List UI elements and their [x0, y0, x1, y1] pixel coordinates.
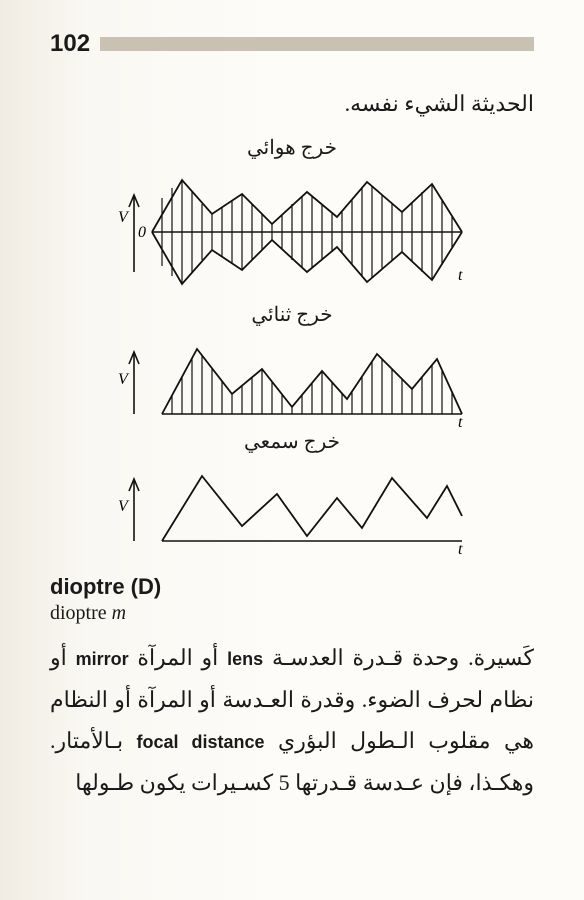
- entry-sub-gender: m: [112, 602, 126, 624]
- diagram-aerial: خرج هوائي V 0 t: [50, 135, 534, 302]
- d2-ylabel: V: [118, 371, 130, 388]
- diagram-audio-svg: V t: [112, 456, 472, 556]
- header-rule: [100, 37, 534, 51]
- entry-term: dioptre (D): [50, 574, 534, 600]
- diagram-aerial-caption: خرج هوائي: [50, 135, 534, 160]
- entry-body: كَسيرة. وحدة قـدرة العدسـة lens أو المرآ…: [50, 637, 534, 804]
- term-mirror: mirror: [76, 649, 129, 669]
- entry-heading: dioptre (D) dioptre m: [50, 574, 534, 625]
- body-seg-1: كَسيرة. وحدة قـدرة العدسـة: [263, 645, 534, 670]
- diagram-binary: خرج ثنائي V t: [50, 302, 534, 429]
- diagram-binary-caption: خرج ثنائي: [50, 302, 534, 327]
- d1-zero: 0: [138, 224, 146, 241]
- diagram-audio: خرج سمعي V t: [50, 429, 534, 556]
- term-lens: lens: [227, 649, 263, 669]
- d3-tlabel: t: [458, 541, 463, 556]
- body-seg-2: أو المرآة: [129, 645, 228, 670]
- d1-tlabel: t: [458, 267, 463, 284]
- entry-sub-word: dioptre: [50, 602, 107, 624]
- page-number: 102: [50, 30, 90, 58]
- d3-ylabel: V: [118, 498, 130, 515]
- diagram-binary-svg: V t: [112, 329, 472, 429]
- diagram-audio-caption: خرج سمعي: [50, 429, 534, 454]
- page: 102 الحديثة الشيء نفسه. خرج هوائي V 0 t: [0, 0, 584, 900]
- page-header: 102: [50, 30, 534, 58]
- d1-ylabel: V: [118, 209, 130, 226]
- entry-subterm: dioptre m: [50, 602, 534, 625]
- term-focal: focal distance: [137, 732, 265, 752]
- intro-text: الحديثة الشيء نفسه.: [50, 83, 534, 125]
- diagram-aerial-svg: V 0 t: [112, 162, 472, 302]
- d2-tlabel: t: [458, 414, 463, 429]
